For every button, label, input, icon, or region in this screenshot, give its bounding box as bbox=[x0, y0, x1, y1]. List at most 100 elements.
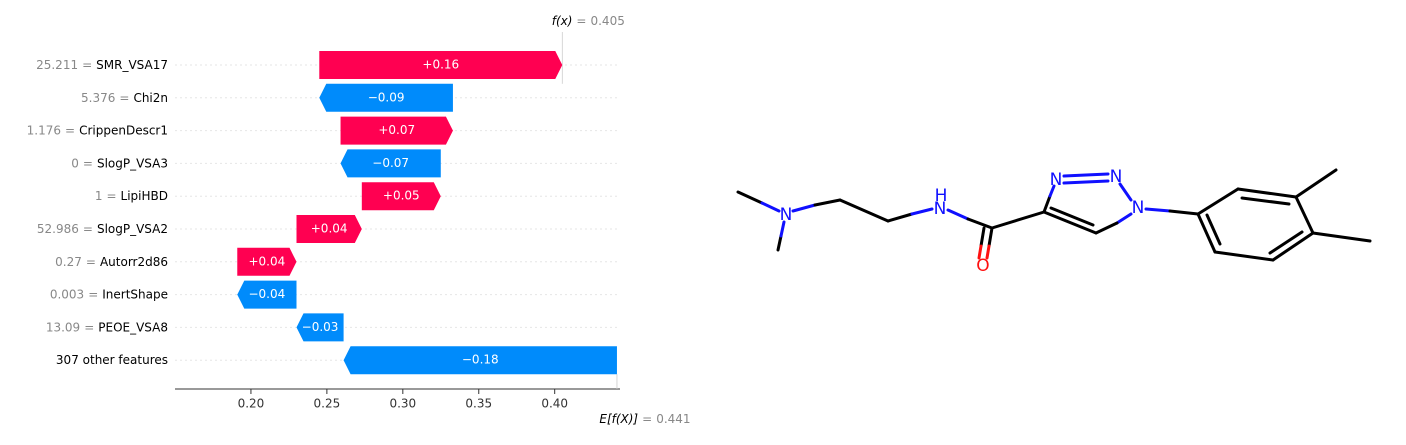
feature-label: 0 = SlogP_VSA3 bbox=[71, 156, 168, 170]
bond bbox=[979, 226, 986, 248]
feature-name: LipiHBD bbox=[121, 189, 168, 203]
atom-label: N bbox=[1132, 198, 1145, 218]
value-label: +0.04 bbox=[248, 254, 285, 268]
bond bbox=[990, 210, 1046, 230]
value-label: +0.07 bbox=[378, 123, 415, 137]
bond bbox=[1236, 187, 1298, 199]
feature-separator: = bbox=[83, 156, 93, 170]
bond bbox=[1042, 210, 1098, 235]
feature-value: 1.176 bbox=[27, 123, 61, 137]
value-label: −0.03 bbox=[302, 320, 339, 334]
output-label-name: f(x) bbox=[552, 14, 573, 28]
bar bbox=[237, 280, 297, 309]
bar bbox=[237, 247, 297, 276]
feature-value: 0.27 bbox=[55, 254, 82, 268]
feature-label: 307 other features bbox=[56, 353, 168, 367]
bond bbox=[985, 244, 991, 260]
bond bbox=[1094, 221, 1119, 235]
bar bbox=[296, 215, 362, 243]
base-label-value: 0.441 bbox=[656, 412, 690, 426]
feature-separator: = bbox=[82, 58, 92, 72]
base-label-name: E[f(X)] bbox=[599, 412, 638, 426]
bond bbox=[760, 201, 781, 213]
value-label: +0.05 bbox=[383, 189, 420, 203]
feature-name: PEOE_VSA8 bbox=[98, 320, 168, 334]
feature-value: 52.986 bbox=[37, 222, 79, 236]
atom-label: O bbox=[976, 256, 989, 276]
bond bbox=[1240, 196, 1291, 206]
x-tick-label: 0.30 bbox=[389, 397, 416, 411]
feature-separator: = bbox=[119, 90, 129, 104]
bond bbox=[1062, 179, 1110, 185]
bond bbox=[1115, 212, 1133, 225]
feature-separator: = bbox=[88, 287, 98, 301]
feature-separator: = bbox=[65, 123, 75, 137]
bond bbox=[791, 203, 817, 213]
output-label: f(x) = 0.405 bbox=[552, 14, 625, 28]
bar bbox=[340, 149, 441, 178]
feature-name: 307 other features bbox=[56, 353, 168, 367]
feature-separator: = bbox=[83, 222, 93, 236]
feature-separator: = bbox=[106, 189, 116, 203]
bond bbox=[910, 207, 934, 216]
atom-label: N bbox=[1050, 170, 1063, 190]
bond bbox=[813, 198, 842, 207]
value-label: +0.04 bbox=[311, 222, 348, 236]
bar bbox=[361, 182, 441, 211]
feature-label: 52.986 = SlogP_VSA2 bbox=[37, 222, 168, 236]
bond bbox=[1196, 187, 1240, 216]
bond bbox=[1311, 231, 1372, 243]
bond bbox=[1168, 209, 1200, 216]
feature-name: SMR_VSA17 bbox=[96, 58, 168, 72]
bond bbox=[946, 208, 970, 221]
output-label-separator: = bbox=[576, 14, 586, 28]
feature-value: 0.003 bbox=[50, 287, 84, 301]
value-label: +0.16 bbox=[422, 58, 459, 72]
bond bbox=[1049, 206, 1095, 227]
value-label: −0.07 bbox=[372, 156, 409, 170]
bond bbox=[1042, 194, 1052, 214]
feature-label: 13.09 = PEOE_VSA8 bbox=[46, 320, 168, 334]
feature-separator: = bbox=[86, 254, 96, 268]
feature-value: 25.211 bbox=[36, 58, 78, 72]
feature-name: InertShape bbox=[102, 287, 168, 301]
value-label: −0.18 bbox=[462, 353, 499, 367]
bond bbox=[977, 244, 983, 260]
bond bbox=[1294, 195, 1315, 235]
bar bbox=[319, 83, 453, 112]
molecule: N N H O N N N bbox=[736, 167, 1372, 276]
x-tick-label: 0.20 bbox=[238, 397, 265, 411]
bond bbox=[1268, 230, 1304, 255]
x-tick-label: 0.25 bbox=[314, 397, 341, 411]
feature-label: 1 = LipiHBD bbox=[95, 189, 168, 203]
feature-value: 5.376 bbox=[81, 90, 115, 104]
feature-label: 0.27 = Autorr2d86 bbox=[55, 254, 168, 268]
x-tick-label: 0.35 bbox=[465, 397, 492, 411]
feature-separator: = bbox=[84, 320, 94, 334]
x-tick-label: 0.40 bbox=[541, 397, 568, 411]
bond bbox=[1196, 212, 1217, 254]
bar bbox=[319, 51, 563, 79]
atom-label: N bbox=[1110, 167, 1123, 187]
feature-name: CrippenDescr1 bbox=[79, 123, 168, 137]
bond bbox=[1205, 213, 1222, 246]
bond bbox=[838, 198, 890, 223]
bar bbox=[340, 116, 453, 145]
feature-value: 1 bbox=[95, 189, 103, 203]
bond bbox=[1048, 184, 1056, 198]
feature-name: SlogP_VSA2 bbox=[97, 222, 168, 236]
bond bbox=[1144, 207, 1172, 213]
bond bbox=[736, 190, 764, 205]
bond bbox=[1118, 182, 1133, 202]
bond bbox=[966, 217, 994, 230]
value-label: −0.09 bbox=[368, 90, 405, 104]
bar bbox=[296, 313, 344, 342]
bond bbox=[1062, 172, 1110, 178]
feature-value: 13.09 bbox=[46, 320, 80, 334]
feature-name: Chi2n bbox=[133, 90, 168, 104]
feature-value: 0 bbox=[71, 156, 79, 170]
bond bbox=[1213, 250, 1275, 262]
bar bbox=[343, 346, 617, 375]
bond bbox=[1294, 168, 1338, 199]
bond bbox=[987, 226, 994, 248]
